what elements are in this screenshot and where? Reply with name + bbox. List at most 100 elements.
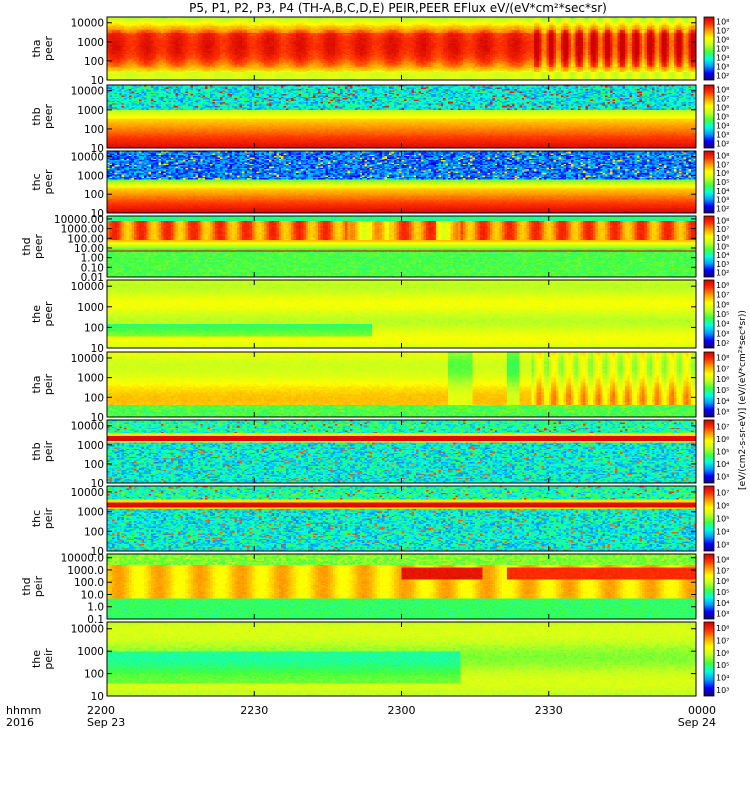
spectrogram-the-peer — [107, 280, 696, 348]
xtick-label: 2200 — [87, 704, 115, 717]
colorbar-tick-label: 10⁴ — [716, 122, 729, 131]
colorbar-tick-label: 10⁴ — [716, 674, 729, 683]
ytick-label: 10 — [91, 478, 104, 490]
colorbar-tick-label: 10⁶ — [716, 36, 729, 45]
ytick-label: 1000 — [77, 37, 104, 49]
ytick-label: 0.1 — [87, 614, 104, 626]
panel-label-thc-peir: thc — [30, 510, 43, 527]
ytick-label: 1000 — [77, 440, 104, 452]
colorbar-tick-label: 10⁶ — [716, 104, 729, 113]
colorbar-tick-label: 10⁸ — [716, 281, 729, 290]
ytick-label: 10 — [91, 546, 104, 558]
panel-label-tha-peer: tha — [30, 39, 43, 57]
ytick-label: 100 — [84, 56, 104, 68]
colorbar-tick-label: 10⁸ — [716, 151, 729, 160]
ytick-label: 10000 — [71, 353, 104, 365]
panel-label-thd-peir: thd — [20, 577, 33, 595]
spectrogram-tha-peer — [107, 17, 696, 80]
ytick-label: 1000 — [77, 302, 104, 314]
ytick-label: 100 — [84, 669, 104, 681]
colorbar-tick-label: 10⁸ — [716, 86, 729, 95]
panel-label-tha-peer: peer — [42, 36, 55, 62]
colorbar-tick-label: 10⁵ — [716, 113, 729, 122]
colorbar-thb-peer — [703, 84, 715, 149]
colorbar-tick-label: 10² — [716, 140, 729, 149]
ytick-label: 100 — [84, 124, 104, 136]
panel-label-thb-peir: thb — [30, 442, 43, 460]
colorbar-tick-label: 10³ — [716, 131, 729, 140]
ytick-label: 10 — [91, 412, 104, 424]
ytick-label: 1.00 — [81, 253, 104, 265]
colorbar-tick-label: 10⁵ — [716, 45, 729, 54]
colorbar-tick-label: 10⁵ — [716, 515, 729, 524]
panel-label-thc-peir: peir — [42, 507, 55, 529]
spectrogram-thb-peir — [107, 420, 696, 483]
colorbar-tick-label: 10⁴ — [716, 599, 729, 608]
colorbar-thb-peir — [703, 419, 715, 484]
panel-label-thd-peer: peer — [32, 234, 45, 260]
colorbar-tick-label: 10⁸ — [716, 555, 729, 564]
colorbar-tick-label: 10⁷ — [716, 27, 729, 36]
colorbar-tick-label: 10⁴ — [716, 528, 729, 537]
spectrogram-thd-peer — [107, 216, 696, 277]
x-label-hhmm: hhmm — [6, 704, 41, 717]
colorbar-tick-label: 10⁴ — [716, 251, 729, 260]
panel-label-tha-peir: tha — [30, 375, 43, 393]
colorbar-tick-label: 10⁵ — [716, 386, 729, 395]
colorbar-title: [eV/(cm2-s-sr-eV)] (eV/(eV*cm²*sec*sr)) — [738, 310, 748, 490]
ytick-label: 1000 — [77, 373, 104, 385]
ytick-label: 1000.00 — [61, 224, 104, 236]
xtick-label: 2330 — [535, 704, 563, 717]
ytick-label: 10000.0 — [61, 553, 104, 565]
panel-label-thb-peer: thb — [30, 107, 43, 125]
colorbar-tick-label: 10⁷ — [716, 566, 729, 575]
ytick-label: 10 — [91, 343, 104, 355]
colorbar-tick-label: 10³ — [716, 63, 729, 72]
colorbar-tick-label: 10⁸ — [716, 624, 729, 633]
ytick-label: 10000 — [71, 86, 104, 98]
xtick-label: 2230 — [240, 704, 268, 717]
ytick-label: 10000 — [71, 281, 104, 293]
ytick-label: 10 — [91, 75, 104, 87]
colorbar-tick-label: 10² — [716, 269, 729, 278]
xtick-label: 2300 — [388, 704, 416, 717]
panel-the-peer: 10 100 1000 10000 the peer 10²10³10⁴10⁵10⁶10⁷1… — [30, 279, 729, 355]
ytick-label: 10000 — [71, 487, 104, 499]
spectrogram-tha-peir — [107, 352, 696, 417]
colorbar-tick-label: 10⁴ — [716, 54, 729, 63]
ytick-label: 10000 — [71, 152, 104, 164]
panel-label-thb-peir: peir — [42, 440, 55, 462]
colorbar-tick-label: 10⁷ — [716, 291, 729, 300]
ytick-label: 10000 — [71, 18, 104, 30]
colorbar-tick-label: 10⁵ — [716, 310, 729, 319]
colorbar-tick-label: 10² — [716, 205, 729, 214]
colorbar-thd-peer — [703, 215, 715, 278]
colorbar-tick-label: 10⁴ — [716, 320, 729, 329]
colorbar-tick-label: 10³ — [716, 329, 729, 338]
panel-the-peir: 10 100 1000 10000 the peir 10³ 10⁴ 10⁵ 10⁶ 10⁷ 10⁸ — [30, 621, 729, 703]
x-label-year: 2016 — [6, 716, 34, 729]
xtick-label: 0000 — [688, 704, 716, 717]
panel-label-the-peir: the — [30, 650, 43, 668]
colorbar-tick-label: 10⁵ — [716, 588, 729, 597]
colorbar-tick-label: 10⁶ — [716, 300, 729, 309]
ytick-label: 10000 — [71, 421, 104, 433]
panel-label-the-peer: the — [30, 305, 43, 323]
spectrogram-thd-peir — [107, 554, 696, 619]
colorbar-tick-label: 10³ — [716, 541, 729, 550]
ytick-label: 10.0 — [81, 589, 104, 601]
colorbar-thd-peir — [703, 553, 715, 620]
colorbar-tick-label: 10³ — [716, 473, 729, 482]
ytick-label: 1000.0 — [67, 565, 104, 577]
colorbar-tha-peir — [703, 351, 715, 418]
panel-label-thc-peer: peer — [42, 169, 55, 195]
colorbar-tick-label: 10³ — [716, 686, 729, 695]
panel-thb-peer: 10 100 1000 10000 thb peer 10²10³10⁴10⁵10⁶10⁷1… — [30, 84, 729, 155]
colorbar-tick-label: 10⁶ — [716, 577, 729, 586]
colorbar-the-peir — [703, 621, 715, 697]
colorbar-tick-label: 10⁷ — [716, 364, 729, 373]
colorbar-thc-peir — [703, 485, 715, 552]
